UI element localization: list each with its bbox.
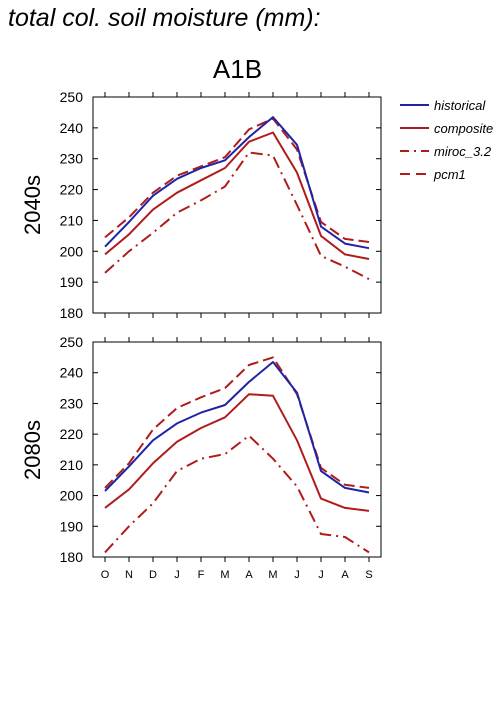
- x-tick-label: A: [245, 569, 253, 581]
- legend-label-miroc-3-2: miroc_3.2: [434, 144, 492, 159]
- series-line-pcm1: [104, 356, 370, 489]
- legend-label-historical: historical: [434, 98, 486, 113]
- x-tick-label: J: [294, 569, 300, 581]
- x-tick-label: S: [365, 569, 372, 581]
- series-line-historical: [104, 116, 370, 250]
- plot-frame: [92, 341, 382, 558]
- series-line-pcm1: [104, 117, 370, 243]
- legend-label-pcm1: pcm1: [433, 167, 466, 182]
- y-tick-label: 200: [60, 243, 84, 259]
- y-tick-label: 250: [60, 334, 84, 350]
- y-tick-label: 240: [60, 365, 84, 381]
- y-tick-label: 220: [60, 426, 84, 442]
- plot-frame: [92, 96, 382, 314]
- legend-label-composite: composite: [434, 121, 493, 136]
- y-tick-label: 180: [60, 305, 84, 321]
- legend: historical composite miroc_3.2 pcm1: [400, 98, 493, 182]
- y-tick-label: 200: [60, 488, 84, 504]
- series-line-composite: [104, 131, 370, 260]
- y-tick-label: 240: [60, 120, 84, 136]
- y-tick-label: 230: [60, 395, 84, 411]
- x-tick-label: J: [174, 569, 180, 581]
- y-tick-label: 230: [60, 151, 84, 167]
- y-tick-label: 250: [60, 89, 84, 105]
- x-tick-label: F: [198, 569, 205, 581]
- y-tick-label: 190: [60, 274, 84, 290]
- panel-2040s: 180 190 200 210 220 230 240 250: [60, 89, 382, 321]
- series-line-historical: [104, 361, 370, 494]
- series-line-miroc-3-2: [104, 434, 370, 554]
- x-tick-label: A: [341, 569, 349, 581]
- x-tick-label: D: [149, 569, 157, 581]
- y-tick-label: 180: [60, 549, 84, 565]
- y-tick-label: 220: [60, 182, 84, 198]
- y-tick-label: 210: [60, 212, 84, 228]
- x-tick-label: O: [101, 569, 110, 581]
- y-tick-label: 210: [60, 457, 84, 473]
- page-title: total col. soil moisture (mm):: [8, 4, 321, 32]
- x-tick-label: M: [268, 569, 277, 581]
- x-tick-label: N: [125, 569, 133, 581]
- scenario-title: A1B: [212, 54, 263, 84]
- series-line-miroc-3-2: [104, 151, 370, 280]
- series-line-composite: [104, 393, 370, 512]
- x-tick-label: J: [318, 569, 324, 581]
- x-tick-label: M: [220, 569, 229, 581]
- panel-2080s: 180 190 200 210 220 230 240 250 O N D J F M A M J J A S: [60, 334, 382, 581]
- y-tick-label: 190: [60, 518, 84, 534]
